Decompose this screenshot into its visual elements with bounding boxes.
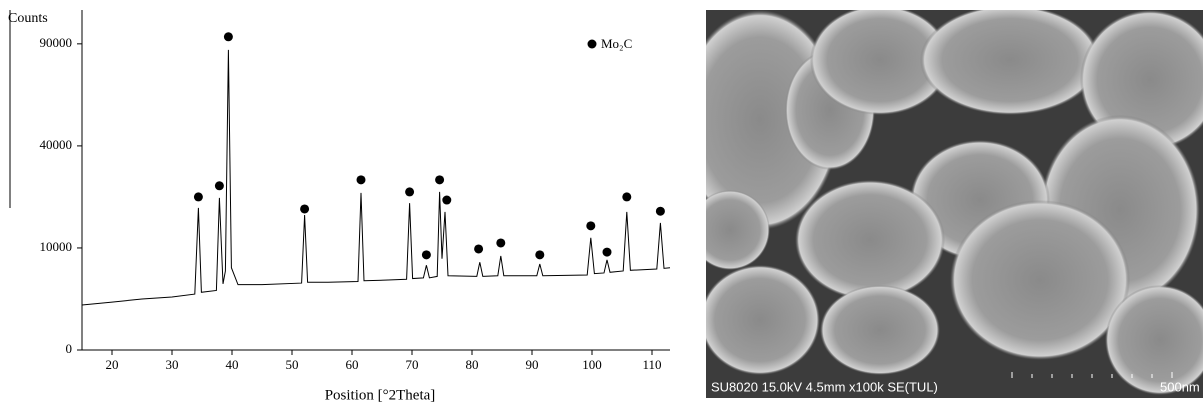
peak-marker: [586, 221, 596, 231]
y-axis-label: Counts: [8, 11, 48, 26]
x-tick-label: 100: [582, 357, 602, 372]
y-tick-label: 10000: [40, 239, 73, 254]
scale-bar: [1011, 372, 1173, 378]
scale-label: 500nm: [1160, 379, 1200, 394]
peak-marker: [622, 192, 632, 202]
legend-label: Mo₂C: [601, 36, 632, 51]
y-tick-label: 90000: [40, 35, 73, 50]
sem-caption: SU8020 15.0kV 4.5mm x100k SE(TUL): [711, 379, 938, 394]
peak-marker: [421, 250, 431, 260]
peak-marker: [442, 195, 452, 205]
peak-marker: [214, 181, 224, 191]
x-axis-label: Position [°2Theta]: [325, 387, 436, 403]
x-tick-label: 20: [106, 357, 119, 372]
legend-marker: [587, 39, 597, 49]
x-tick-label: 110: [642, 357, 661, 372]
peak-marker: [535, 250, 545, 260]
x-tick-label: 40: [226, 357, 239, 372]
x-tick-label: 30: [166, 357, 179, 372]
peak-marker: [474, 244, 484, 254]
peak-marker: [435, 175, 445, 185]
peak-marker: [405, 187, 415, 197]
peak-marker: [496, 238, 506, 248]
x-tick-label: 80: [466, 357, 479, 372]
y-tick-label: 40000: [40, 137, 73, 152]
peak-marker: [655, 206, 665, 216]
xrd-trace: [81, 49, 671, 306]
x-tick-label: 50: [286, 357, 299, 372]
peak-marker: [602, 247, 612, 257]
peak-marker: [193, 192, 203, 202]
sem-image: SU8020 15.0kV 4.5mm x100k SE(TUL) 500nm: [706, 10, 1203, 398]
x-tick-label: 70: [406, 357, 419, 372]
x-tick-label: 60: [346, 357, 359, 372]
peak-marker: [356, 175, 366, 185]
peak-marker: [223, 32, 233, 42]
x-tick-label: 90: [526, 357, 539, 372]
y-tick-label: 0: [66, 341, 73, 356]
peak-marker: [300, 204, 310, 214]
